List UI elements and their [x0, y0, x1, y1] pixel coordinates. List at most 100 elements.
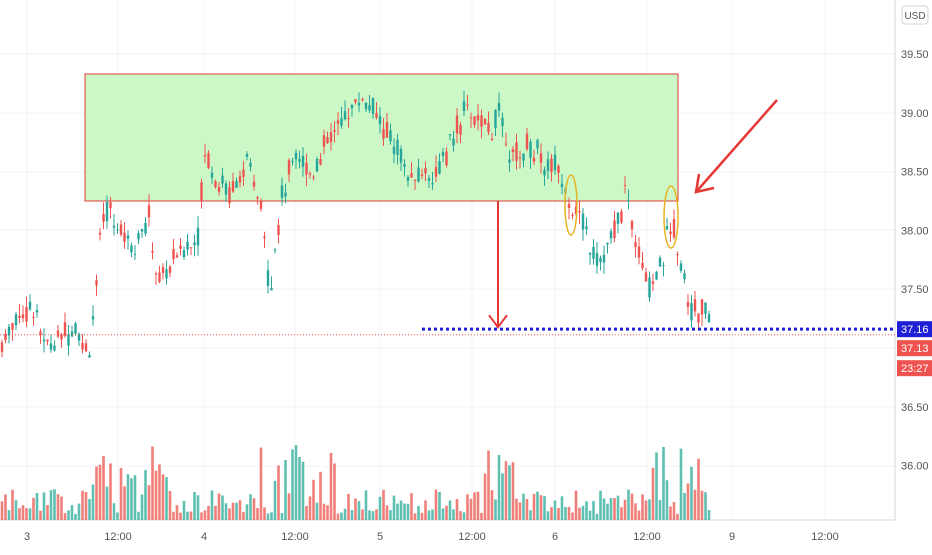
candle-body — [665, 226, 669, 230]
candle-body — [291, 160, 294, 162]
candle-body — [553, 154, 557, 171]
candle-body — [137, 233, 140, 240]
volume-bar — [126, 474, 130, 520]
candle-body — [396, 139, 399, 156]
volume-bar — [357, 501, 361, 520]
candle-body — [420, 174, 424, 176]
volume-bar — [273, 480, 277, 520]
candle-body — [679, 263, 683, 271]
volume-bar — [340, 512, 343, 520]
candle-body — [504, 143, 508, 145]
candle-body — [102, 213, 105, 222]
volume-bar — [679, 448, 683, 520]
candle-body — [130, 245, 133, 253]
candle-body — [455, 115, 459, 134]
volume-bar — [525, 499, 529, 520]
candle-body — [536, 139, 539, 149]
volume-bar — [389, 510, 392, 520]
volume-bar — [196, 495, 200, 520]
volume-bar — [158, 464, 161, 520]
candle-body — [249, 162, 252, 167]
candle-body — [672, 219, 676, 238]
time-axis[interactable]: 3 12:00 4 12:00 5 12:00 6 12:00 9 12:00 — [24, 531, 839, 543]
price-axis[interactable]: 39.50 39.00 38.50 38.00 37.50 36.50 36.00 37.16… — [897, 49, 932, 473]
volume-bar — [452, 509, 455, 520]
candle-body — [448, 134, 452, 136]
candle-body — [413, 179, 417, 181]
volume-bar — [385, 505, 389, 520]
volume-bar — [245, 504, 249, 520]
volume-bar — [651, 467, 655, 520]
candle-body — [487, 122, 490, 133]
highlight-circle-2 — [663, 185, 679, 249]
volume-bar — [298, 456, 301, 520]
candle-body — [280, 185, 284, 198]
candle-body — [49, 343, 53, 350]
price-tick-label: 39.00 — [901, 108, 929, 120]
pointer-arrow — [695, 99, 778, 193]
volume-bar — [508, 465, 511, 520]
volume-bar — [200, 512, 203, 520]
volume-bar — [518, 502, 522, 520]
candle-body — [32, 316, 35, 318]
volume-bar — [634, 503, 637, 520]
candle-body — [81, 342, 84, 350]
volume-bar — [515, 498, 518, 520]
price-label-bg — [897, 360, 932, 377]
candle-body — [403, 163, 406, 167]
volume-bar — [539, 495, 543, 520]
volume-bar — [123, 486, 126, 520]
volume-bar — [329, 452, 333, 520]
candle-body — [375, 112, 378, 118]
volume-bar — [613, 498, 616, 520]
volume-bar — [354, 498, 357, 520]
price-label-badge: 37.13 — [897, 340, 932, 357]
candle-body — [95, 280, 98, 286]
volume-bar — [49, 490, 53, 520]
volume-bar — [497, 454, 501, 520]
volume-bar — [553, 500, 557, 520]
volume-bar — [112, 503, 116, 520]
volume-bar — [588, 510, 592, 520]
candle-body — [112, 225, 116, 228]
candle-body — [609, 231, 613, 239]
volume-bar — [315, 502, 319, 520]
volume-bar — [336, 513, 340, 520]
volume-bar — [648, 499, 651, 520]
volume-bar — [4, 494, 7, 520]
candle-body — [473, 116, 476, 125]
volume-bar — [364, 490, 368, 520]
volume-bar — [466, 494, 469, 520]
candle-body — [189, 247, 193, 249]
candle-body — [350, 105, 354, 109]
candle-body — [693, 299, 697, 312]
candle-body — [476, 115, 480, 121]
candle-body — [35, 309, 39, 313]
volume-bar — [14, 500, 18, 520]
candle-body — [620, 211, 623, 223]
volume-bar — [504, 461, 508, 520]
currency-badge[interactable]: USD — [901, 5, 929, 25]
candle-body — [385, 121, 389, 138]
candle-body — [431, 183, 434, 185]
volume-bar — [350, 509, 354, 520]
volume-bar — [210, 490, 214, 520]
candle-body — [322, 135, 326, 147]
candle-body — [704, 302, 707, 315]
volume-bar — [42, 492, 46, 520]
volume-bar — [63, 513, 67, 520]
candle-body — [662, 265, 665, 267]
volume-bar — [420, 512, 424, 520]
volume-bar — [592, 501, 595, 520]
volume-bar — [284, 460, 287, 520]
candle-body — [210, 172, 214, 178]
volume-bar — [228, 508, 231, 520]
candle-body — [326, 137, 329, 144]
price-tick-label: 37.50 — [901, 284, 929, 296]
candle-body — [595, 253, 599, 266]
volume-bar — [91, 484, 95, 520]
volume-bar — [602, 498, 606, 520]
candle-body — [266, 270, 270, 286]
